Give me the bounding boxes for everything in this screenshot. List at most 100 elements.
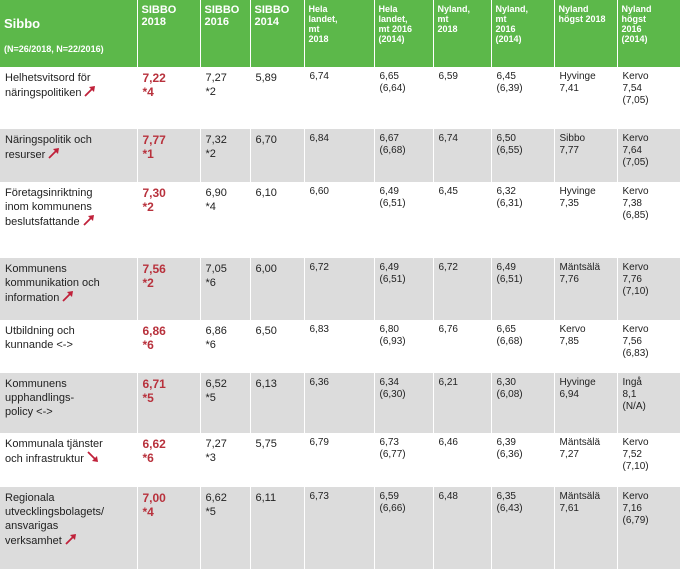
table-cell: 6,73 <box>304 487 375 569</box>
table-cell: 7,27 *3 <box>200 433 251 487</box>
col-header: Nyland, mt 2018 <box>433 0 492 67</box>
table-row: Kommunens upphandlings- policy <-> 6,71 *… <box>0 373 680 433</box>
table-cell: Kervo 7,64 (7,05) <box>617 129 680 182</box>
col-header: Nyland, mt 2016 (2014) <box>491 0 555 67</box>
table-cell: 6,86 *6 <box>200 320 251 373</box>
trend-up-arrow-icon <box>48 147 60 163</box>
table-cell: 7,22 *4 <box>137 67 201 129</box>
table-subtitle: (N=26/2018, N=22/2016) <box>4 44 104 54</box>
col-header: Hela landet, mt 2016 (2014) <box>374 0 434 67</box>
table-cell: 6,36 <box>304 373 375 433</box>
row-label: Kommunens upphandlings- policy <-> <box>5 378 75 418</box>
table-row: Regionala utvecklingsbolagets/ ansvariga… <box>0 487 680 569</box>
table-cell: 7,30 *2 <box>137 182 201 258</box>
table-cell: 6,86 *6 <box>137 320 201 373</box>
col-header: SIBBO 2016 <box>200 0 251 67</box>
table-cell: 6,32 (6,31) <box>491 182 555 258</box>
table-cell: 6,10 <box>250 182 305 258</box>
row-label: Regionala utvecklingsbolagets/ ansvariga… <box>5 492 105 547</box>
table-cell: 6,59 (6,66) <box>374 487 434 569</box>
table-row: Kommunala tjänster och infrastruktur 6,62… <box>0 433 680 487</box>
row-label-cell: Kommunala tjänster och infrastruktur <box>0 433 138 487</box>
table-row: Kommunens kommunikation och information 7… <box>0 258 680 320</box>
trend-down-arrow-icon <box>87 451 99 467</box>
row-label-cell: Kommunens upphandlings- policy <-> <box>0 373 138 433</box>
table-cell: 6,72 <box>304 258 375 320</box>
trend-up-arrow-icon <box>65 533 77 549</box>
table-cell: 6,45 <box>433 182 492 258</box>
row-label: Näringspolitik och resurser <box>5 134 92 161</box>
table-row: Företagsinriktning inom kommunens beslut… <box>0 182 680 258</box>
table-cell: 6,67 (6,68) <box>374 129 434 182</box>
table-cell: Kervo 7,85 <box>554 320 618 373</box>
table-row: Utbildning och kunnande <-> 6,86 *6 6,86 *… <box>0 320 680 373</box>
table-title-cell: Sibbo (N=26/2018, N=22/2016) <box>0 0 138 67</box>
table-cell: 6,84 <box>304 129 375 182</box>
table-cell: 6,00 <box>250 258 305 320</box>
row-label-cell: Kommunens kommunikation och information <box>0 258 138 320</box>
row-label: Kommunens kommunikation och information <box>5 263 100 304</box>
table-cell: Ingå 8,1 (N/A) <box>617 373 680 433</box>
table-cell: Mäntsälä 7,27 <box>554 433 618 487</box>
table-cell: 6,59 <box>433 67 492 129</box>
table-cell: Mäntsälä 7,76 <box>554 258 618 320</box>
table-cell: 6,74 <box>304 67 375 129</box>
trend-up-arrow-icon <box>84 85 96 101</box>
row-label-cell: Regionala utvecklingsbolagets/ ansvariga… <box>0 487 138 569</box>
table-cell: 6,11 <box>250 487 305 569</box>
table-cell: 7,27 *2 <box>200 67 251 129</box>
table-cell: 6,74 <box>433 129 492 182</box>
table-cell: 6,49 (6,51) <box>491 258 555 320</box>
row-label: Kommunala tjänster och infrastruktur <box>5 438 103 465</box>
table-row: Helhetsvitsord för näringspolitiken 7,22 … <box>0 67 680 129</box>
table-cell: 6,48 <box>433 487 492 569</box>
table-cell: 5,75 <box>250 433 305 487</box>
header-row: Sibbo (N=26/2018, N=22/2016) SIBBO 2018 … <box>0 0 680 67</box>
table-cell: Hyvinge 6,94 <box>554 373 618 433</box>
table-cell: 7,32 *2 <box>200 129 251 182</box>
table-cell: 6,46 <box>433 433 492 487</box>
table-cell: 6,90 *4 <box>200 182 251 258</box>
table-cell: 6,49 (6,51) <box>374 258 434 320</box>
row-label-cell: Helhetsvitsord för näringspolitiken <box>0 67 138 129</box>
col-header: SIBBO 2014 <box>250 0 305 67</box>
table-cell: Kervo 7,54 (7,05) <box>617 67 680 129</box>
row-label-cell: Företagsinriktning inom kommunens beslut… <box>0 182 138 258</box>
table-cell: 7,00 *4 <box>137 487 201 569</box>
table-cell: Hyvinge 7,41 <box>554 67 618 129</box>
row-label: Helhetsvitsord för näringspolitiken <box>5 72 91 99</box>
col-header: Nyland högst 2016 (2014) <box>617 0 680 67</box>
trend-up-arrow-icon <box>62 290 74 306</box>
table-cell: 6,70 <box>250 129 305 182</box>
table-cell: 6,45 (6,39) <box>491 67 555 129</box>
table-cell: 6,65 (6,64) <box>374 67 434 129</box>
table-cell: Hyvinge 7,35 <box>554 182 618 258</box>
table-cell: 6,34 (6,30) <box>374 373 434 433</box>
row-label: Företagsinriktning inom kommunens beslut… <box>5 187 93 228</box>
table-cell: 6,62 *5 <box>200 487 251 569</box>
table-cell: 6,39 (6,36) <box>491 433 555 487</box>
table-cell: 6,21 <box>433 373 492 433</box>
table-cell: Kervo 7,38 (6,85) <box>617 182 680 258</box>
table-cell: 6,72 <box>433 258 492 320</box>
table-cell: 7,05 *6 <box>200 258 251 320</box>
trend-up-arrow-icon <box>82 214 95 230</box>
table-cell: 7,56 *2 <box>137 258 201 320</box>
row-label: Utbildning och kunnande <-> <box>5 325 75 351</box>
table-cell: Kervo 7,56 (6,83) <box>617 320 680 373</box>
table-cell: 6,65 (6,68) <box>491 320 555 373</box>
table-cell: 6,50 (6,55) <box>491 129 555 182</box>
table-cell: 6,73 (6,77) <box>374 433 434 487</box>
table-cell: 6,71 *5 <box>137 373 201 433</box>
table-cell: 6,13 <box>250 373 305 433</box>
table-row: Näringspolitik och resurser 7,77 *1 7,32 *… <box>0 129 680 182</box>
table-cell: Kervo 7,76 (7,10) <box>617 258 680 320</box>
row-label-cell: Näringspolitik och resurser <box>0 129 138 182</box>
table-cell: 6,83 <box>304 320 375 373</box>
table-cell: 6,79 <box>304 433 375 487</box>
table-cell: 6,49 (6,51) <box>374 182 434 258</box>
table-cell: 6,52 *5 <box>200 373 251 433</box>
col-header: SIBBO 2018 <box>137 0 201 67</box>
table-cell: 7,77 *1 <box>137 129 201 182</box>
